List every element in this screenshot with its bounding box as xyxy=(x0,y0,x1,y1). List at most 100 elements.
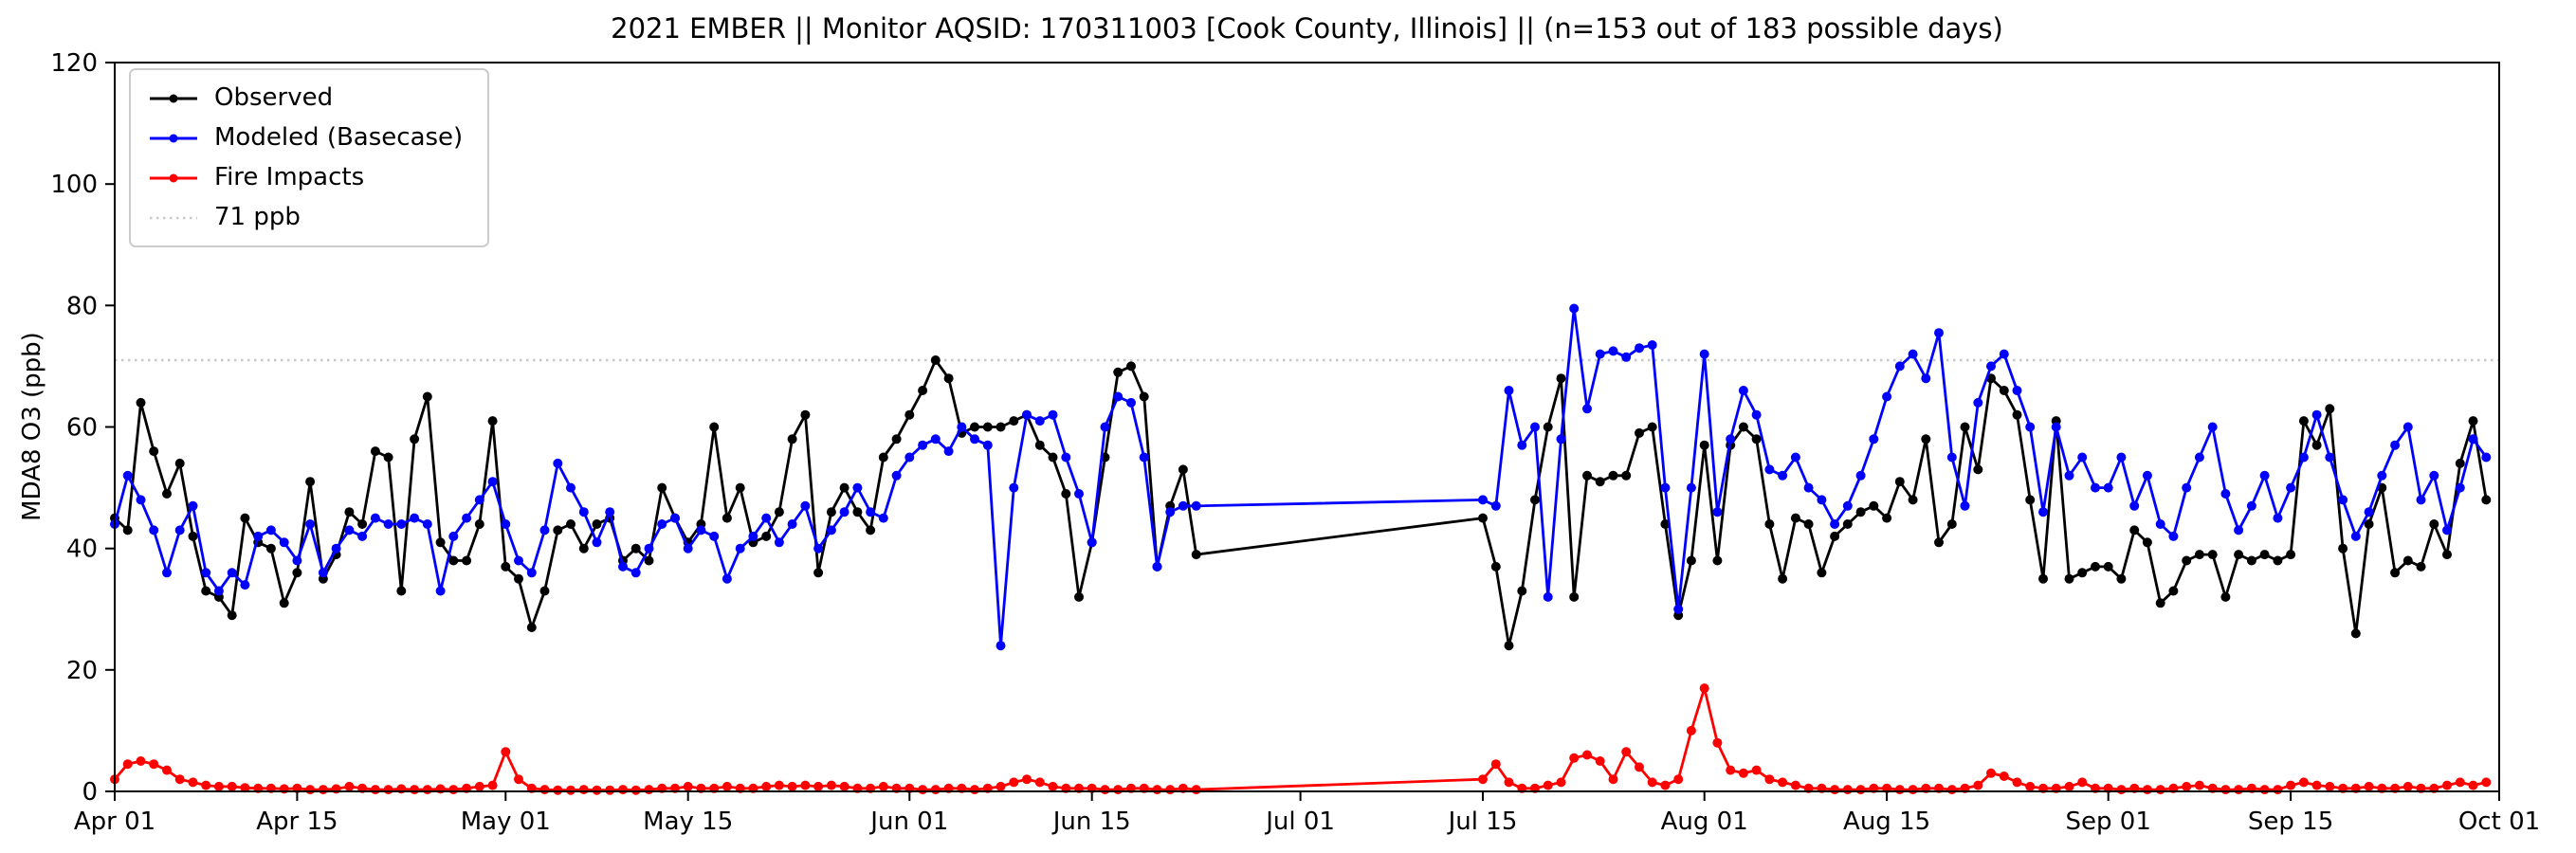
data-point-fire-impacts xyxy=(2182,781,2192,791)
x-tick-label: Jun 01 xyxy=(868,808,948,836)
data-point-fire-impacts xyxy=(787,781,797,791)
data-point-observed xyxy=(1803,519,1814,529)
data-point-observed xyxy=(201,586,211,596)
data-point-modeled-basecase xyxy=(970,434,979,445)
data-point-observed xyxy=(2468,416,2478,426)
data-point-modeled-basecase xyxy=(539,525,550,535)
data-point-modeled-basecase xyxy=(2402,422,2413,432)
data-point-modeled-basecase xyxy=(1973,397,1983,408)
data-point-fire-impacts xyxy=(1712,737,1723,748)
data-point-modeled-basecase xyxy=(1842,500,1853,511)
data-point-observed xyxy=(1543,422,1553,432)
data-point-observed xyxy=(526,623,537,632)
data-point-fire-impacts xyxy=(553,785,563,795)
data-point-observed xyxy=(1855,507,1866,517)
data-point-modeled-basecase xyxy=(2207,422,2218,432)
data-point-observed xyxy=(462,555,472,566)
data-point-modeled-basecase xyxy=(957,422,967,432)
data-point-fire-impacts xyxy=(2455,777,2465,788)
data-point-modeled-basecase xyxy=(943,446,954,457)
data-point-modeled-basecase xyxy=(2091,482,2100,493)
data-point-fire-impacts xyxy=(774,780,784,790)
data-point-modeled-basecase xyxy=(1582,404,1592,414)
data-point-observed xyxy=(2350,628,2361,639)
data-point-modeled-basecase xyxy=(1999,349,2009,359)
data-point-fire-impacts xyxy=(383,785,393,795)
data-point-observed xyxy=(2416,561,2426,572)
data-point-modeled-basecase xyxy=(1869,434,1879,445)
data-point-modeled-basecase xyxy=(709,531,720,541)
data-point-fire-impacts xyxy=(2468,780,2478,790)
data-point-fire-impacts xyxy=(930,785,941,795)
data-point-observed xyxy=(1934,537,1944,548)
data-point-modeled-basecase xyxy=(396,519,407,529)
data-point-modeled-basecase xyxy=(2481,452,2492,463)
data-point-fire-impacts xyxy=(1009,777,1019,788)
data-point-observed xyxy=(2077,568,2088,578)
data-point-fire-impacts xyxy=(1478,774,1488,785)
data-point-fire-impacts xyxy=(1764,774,1775,785)
data-point-observed xyxy=(2207,550,2218,560)
data-point-modeled-basecase xyxy=(2038,507,2048,517)
data-point-fire-impacts xyxy=(1635,762,1644,772)
data-point-modeled-basecase xyxy=(1986,361,1996,372)
x-tick-label: May 15 xyxy=(643,808,733,836)
data-point-modeled-basecase xyxy=(1517,440,1527,450)
data-point-observed xyxy=(2338,543,2348,554)
data-point-modeled-basecase xyxy=(344,525,355,535)
x-tick-label: Jul 15 xyxy=(1447,808,1518,836)
data-point-observed xyxy=(448,555,459,566)
data-point-modeled-basecase xyxy=(918,440,928,450)
data-point-fire-impacts xyxy=(1647,777,1657,788)
data-point-observed xyxy=(1751,434,1762,445)
data-point-modeled-basecase xyxy=(2168,531,2179,541)
data-point-fire-impacts xyxy=(605,785,615,795)
legend: Observed Modeled (Basecase) Fire Impacts… xyxy=(129,68,490,247)
data-point-modeled-basecase xyxy=(2311,409,2322,420)
data-point-observed xyxy=(852,507,863,517)
x-tick-label: Sep 01 xyxy=(2066,808,2151,836)
data-point-modeled-basecase xyxy=(1152,561,1162,572)
data-point-observed xyxy=(1074,591,1084,602)
data-point-observed xyxy=(1621,470,1632,481)
data-point-observed xyxy=(578,543,589,554)
data-point-observed xyxy=(136,397,146,408)
x-tick-label: Apr 15 xyxy=(256,808,338,836)
legend-item-observed: Observed xyxy=(148,83,463,113)
data-point-fire-impacts xyxy=(136,756,146,766)
data-point-observed xyxy=(1608,470,1618,481)
data-point-observed xyxy=(553,525,563,535)
data-point-observed xyxy=(1569,591,1580,602)
data-point-observed xyxy=(2091,561,2100,572)
data-point-fire-impacts xyxy=(305,785,316,795)
data-point-fire-impacts xyxy=(1490,759,1501,770)
data-point-modeled-basecase xyxy=(2246,500,2256,511)
data-point-fire-impacts xyxy=(826,780,836,790)
data-point-observed xyxy=(1921,434,1931,445)
data-point-modeled-basecase xyxy=(2129,500,2140,511)
data-point-modeled-basecase xyxy=(2077,452,2088,463)
data-point-observed xyxy=(644,555,654,566)
data-point-fire-impacts xyxy=(1894,785,1905,795)
observed-line-swatch-icon xyxy=(150,94,197,102)
data-point-observed xyxy=(2298,416,2309,426)
data-point-fire-impacts xyxy=(578,785,589,795)
data-point-observed xyxy=(2220,591,2231,602)
data-point-modeled-basecase xyxy=(1647,340,1657,350)
data-point-modeled-basecase xyxy=(891,470,902,481)
series-modeled-basecase-line xyxy=(113,307,2488,647)
data-point-fire-impacts xyxy=(2234,785,2244,795)
data-point-fire-impacts xyxy=(1973,780,1983,790)
data-point-observed xyxy=(722,513,732,523)
data-point-fire-impacts xyxy=(1113,785,1124,795)
data-point-fire-impacts xyxy=(2481,777,2492,788)
data-point-fire-impacts xyxy=(1855,785,1866,795)
data-point-modeled-basecase xyxy=(2442,525,2452,535)
x-tick-label: Jun 15 xyxy=(1051,808,1131,836)
data-point-observed xyxy=(839,482,850,493)
data-point-modeled-basecase xyxy=(2416,495,2426,505)
data-point-modeled-basecase xyxy=(501,519,511,529)
data-point-modeled-basecase xyxy=(1778,470,1788,481)
data-point-modeled-basecase xyxy=(2364,507,2374,517)
data-point-observed xyxy=(2364,519,2374,529)
